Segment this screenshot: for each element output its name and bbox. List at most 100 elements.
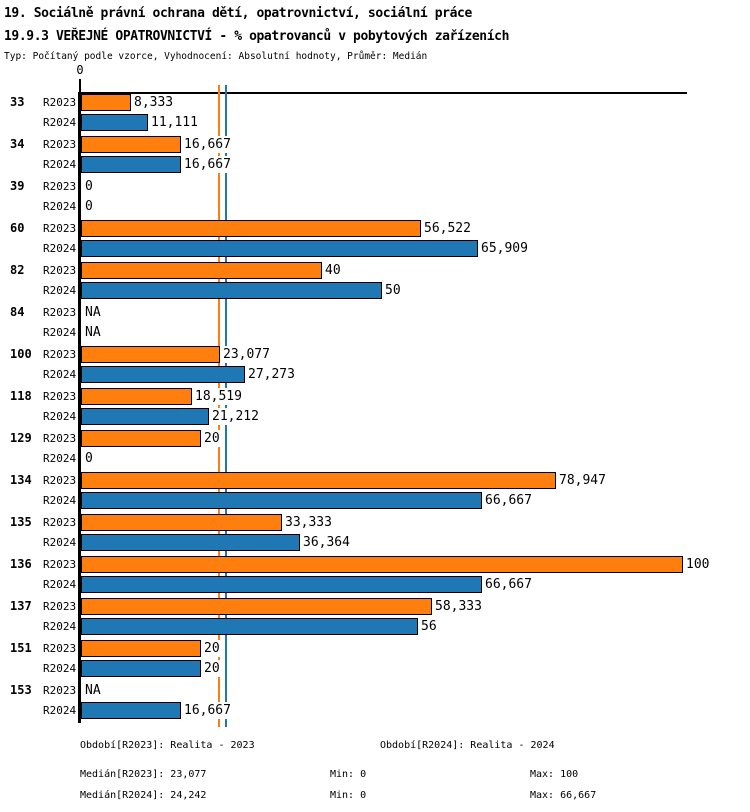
bar-value-label: 20	[203, 430, 221, 447]
bar-r2023	[81, 94, 131, 111]
bar-value-label: 50	[384, 282, 402, 299]
bar-r2024	[81, 576, 482, 593]
series-label-r2023: R2023	[43, 600, 77, 613]
bar-value-label: 21,212	[211, 408, 260, 425]
bar-value-label: 33,333	[284, 514, 333, 531]
bar-r2024	[81, 114, 148, 131]
bar-r2023	[81, 514, 282, 531]
category-label: 135	[10, 515, 32, 529]
series-label-r2023: R2023	[43, 138, 77, 151]
footer-median-r2023: Medián[R2023]: 23,077	[80, 769, 207, 780]
series-label-r2023: R2023	[43, 264, 77, 277]
bar-value-label: 0	[84, 198, 94, 215]
footer-period-r2023: Období[R2023]: Realita - 2023	[80, 740, 255, 751]
footer-max-r2023: Max: 100	[530, 769, 579, 780]
footer-max-r2024: Max: 66,667	[530, 790, 597, 801]
bar-r2024	[81, 660, 201, 677]
series-label-r2023: R2023	[43, 390, 77, 403]
series-label-r2023: R2023	[43, 96, 77, 109]
series-label-r2023: R2023	[43, 642, 77, 655]
series-label-r2023: R2023	[43, 306, 77, 319]
bar-value-label: 66,667	[484, 492, 533, 509]
bar-r2023	[81, 640, 201, 657]
bar-value-label: 23,077	[222, 346, 271, 363]
bar-value-label: 18,519	[194, 388, 243, 405]
bar-value-label: 78,947	[558, 472, 607, 489]
median-line-r2023	[217, 85, 220, 727]
bar-value-label: 16,667	[183, 702, 232, 719]
bar-value-label: 11,111	[150, 114, 199, 131]
bar-value-label: 16,667	[183, 156, 232, 173]
bar-r2023	[81, 556, 683, 573]
series-label-r2024: R2024	[43, 326, 77, 339]
series-label-r2023: R2023	[43, 558, 77, 571]
report-meta-line: Typ: Počítaný podle vzorce, Vyhodnocení:…	[4, 51, 428, 62]
bar-value-label: 8,333	[133, 94, 175, 111]
series-label-r2024: R2024	[43, 368, 77, 381]
bar-value-label: 66,667	[484, 576, 533, 593]
bar-value-label: 40	[324, 262, 342, 279]
series-label-r2024: R2024	[43, 410, 77, 423]
report-title-line2: 19.9.3 VEŘEJNÉ OPATROVNICTVÍ - % opatrov…	[4, 29, 510, 44]
category-label: 129	[10, 431, 32, 445]
category-label: 118	[10, 389, 32, 403]
report-title-line1: 19. Sociálně právní ochrana dětí, opatro…	[4, 6, 472, 21]
bar-r2024	[81, 702, 181, 719]
bar-value-label: 0	[84, 450, 94, 467]
category-label: 137	[10, 599, 32, 613]
series-label-r2023: R2023	[43, 222, 77, 235]
bar-value-label: NA	[84, 324, 102, 341]
series-label-r2024: R2024	[43, 662, 77, 675]
series-label-r2024: R2024	[43, 158, 77, 171]
series-label-r2024: R2024	[43, 494, 77, 507]
category-label: 153	[10, 683, 32, 697]
series-label-r2024: R2024	[43, 116, 77, 129]
series-label-r2024: R2024	[43, 242, 77, 255]
series-label-r2024: R2024	[43, 452, 77, 465]
bar-r2023	[81, 598, 432, 615]
series-label-r2024: R2024	[43, 704, 77, 717]
bar-r2024	[81, 366, 245, 383]
series-label-r2023: R2023	[43, 432, 77, 445]
category-label: 151	[10, 641, 32, 655]
bar-r2024	[81, 408, 209, 425]
bar-r2023	[81, 262, 322, 279]
category-label: 33	[10, 95, 25, 109]
bar-value-label: 56,522	[423, 220, 472, 237]
category-label: 134	[10, 473, 32, 487]
median-line-r2024	[224, 85, 227, 727]
series-label-r2024: R2024	[43, 284, 77, 297]
y-axis-line	[78, 92, 81, 723]
footer-min-r2023: Min: 0	[330, 769, 367, 780]
footer-min-r2024: Min: 0	[330, 790, 367, 801]
series-label-r2024: R2024	[43, 200, 77, 213]
series-label-r2023: R2023	[43, 474, 77, 487]
bar-r2024	[81, 156, 181, 173]
series-label-r2023: R2023	[43, 348, 77, 361]
category-label: 82	[10, 263, 25, 277]
series-label-r2024: R2024	[43, 578, 77, 591]
category-label: 84	[10, 305, 25, 319]
bar-r2023	[81, 346, 220, 363]
bar-value-label: 100	[685, 556, 711, 573]
bar-value-label: NA	[84, 682, 102, 699]
bar-value-label: 58,333	[434, 598, 483, 615]
series-label-r2023: R2023	[43, 516, 77, 529]
bar-value-label: 16,667	[183, 136, 232, 153]
bar-value-label: NA	[84, 304, 102, 321]
bar-value-label: 36,364	[302, 534, 351, 551]
bar-r2023	[81, 136, 181, 153]
bar-r2023	[81, 388, 192, 405]
category-label: 100	[10, 347, 32, 361]
bar-r2023	[81, 430, 201, 447]
series-label-r2024: R2024	[43, 536, 77, 549]
bar-r2023	[81, 220, 421, 237]
category-label: 136	[10, 557, 32, 571]
category-label: 60	[10, 221, 25, 235]
x-axis-line	[80, 92, 687, 94]
bar-r2024	[81, 534, 300, 551]
category-label: 34	[10, 137, 25, 151]
bar-value-label: 27,273	[247, 366, 296, 383]
